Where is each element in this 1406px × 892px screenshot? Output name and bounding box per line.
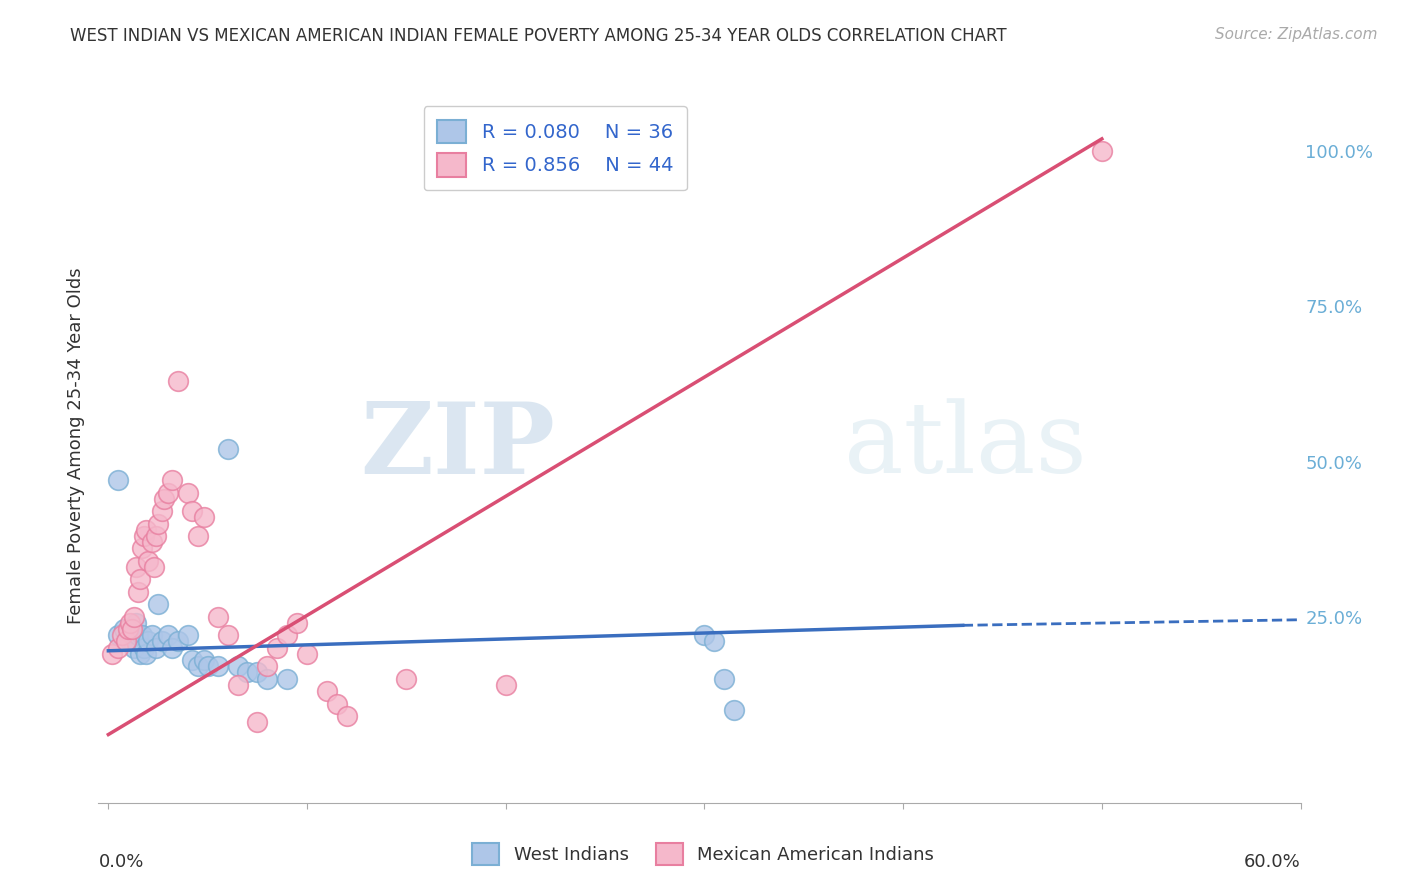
Point (160, 640, 183, 655)
Point (127, 584, 149, 599)
Point (167, 634, 190, 648)
Point (156, 628, 179, 642)
Point (266, 640, 288, 655)
Point (156, 485, 179, 500)
Point (150, 634, 173, 648)
Point (187, 659, 209, 673)
Point (101, 647, 124, 661)
Y-axis label: Female Poverty Among 25-34 Year Olds: Female Poverty Among 25-34 Year Olds (66, 268, 84, 624)
Point (121, 622, 143, 636)
Point (129, 647, 152, 661)
Point (713, 672, 735, 686)
Point (226, 659, 249, 673)
Point (326, 697, 349, 711)
Point (134, 529, 156, 543)
Point (112, 622, 135, 636)
Point (141, 535, 163, 549)
Point (217, 442, 239, 456)
Point (125, 560, 148, 574)
Point (316, 684, 339, 698)
Point (146, 597, 169, 611)
Point (180, 504, 202, 518)
Point (135, 647, 157, 661)
Point (120, 634, 142, 648)
Point (122, 640, 145, 655)
Point (193, 510, 215, 524)
Point (129, 573, 152, 587)
Point (193, 653, 215, 667)
Point (295, 647, 318, 661)
Point (131, 541, 153, 556)
Point (107, 640, 129, 655)
Text: 60.0%: 60.0% (1244, 853, 1301, 871)
Point (107, 473, 129, 487)
Point (134, 640, 156, 655)
Point (256, 672, 278, 686)
Point (145, 640, 167, 655)
Point (135, 523, 157, 537)
Text: 0.0%: 0.0% (98, 853, 143, 871)
Point (246, 665, 269, 680)
Point (495, 678, 517, 692)
Point (693, 628, 716, 642)
Point (177, 485, 200, 500)
Point (236, 665, 259, 680)
Point (117, 622, 139, 636)
Point (136, 634, 159, 648)
Point (256, 659, 278, 673)
Point (160, 473, 183, 487)
Point (285, 615, 308, 630)
Point (127, 628, 149, 642)
Point (145, 529, 167, 543)
Point (723, 703, 745, 717)
Point (141, 628, 163, 642)
Point (276, 672, 298, 686)
Point (122, 609, 145, 624)
Point (167, 374, 190, 388)
Point (115, 634, 138, 648)
Point (180, 653, 202, 667)
Point (703, 634, 725, 648)
Point (120, 615, 142, 630)
Legend: West Indians, Mexican American Indians: West Indians, Mexican American Indians (463, 834, 943, 874)
Text: ZIP: ZIP (360, 398, 555, 494)
Text: WEST INDIAN VS MEXICAN AMERICAN INDIAN FEMALE POVERTY AMONG 25-34 YEAR OLDS CORR: WEST INDIAN VS MEXICAN AMERICAN INDIAN F… (70, 27, 1007, 45)
Point (107, 628, 129, 642)
Point (276, 628, 298, 642)
Point (117, 628, 139, 642)
Point (136, 554, 159, 568)
Text: Source: ZipAtlas.com: Source: ZipAtlas.com (1215, 27, 1378, 42)
Point (217, 628, 239, 642)
Point (153, 491, 176, 506)
Point (131, 628, 153, 642)
Point (187, 529, 209, 543)
Point (125, 615, 148, 630)
Point (143, 560, 166, 574)
Point (226, 678, 249, 692)
Point (1091, 145, 1114, 159)
Point (207, 659, 229, 673)
Point (207, 609, 229, 624)
Point (336, 709, 359, 723)
Point (146, 516, 169, 531)
Point (111, 628, 134, 642)
Point (177, 628, 200, 642)
Point (395, 672, 418, 686)
Point (197, 659, 219, 673)
Legend: R = 0.080    N = 36, R = 0.856    N = 44: R = 0.080 N = 36, R = 0.856 N = 44 (423, 106, 688, 191)
Text: atlas: atlas (844, 398, 1087, 494)
Point (246, 715, 269, 730)
Point (150, 504, 173, 518)
